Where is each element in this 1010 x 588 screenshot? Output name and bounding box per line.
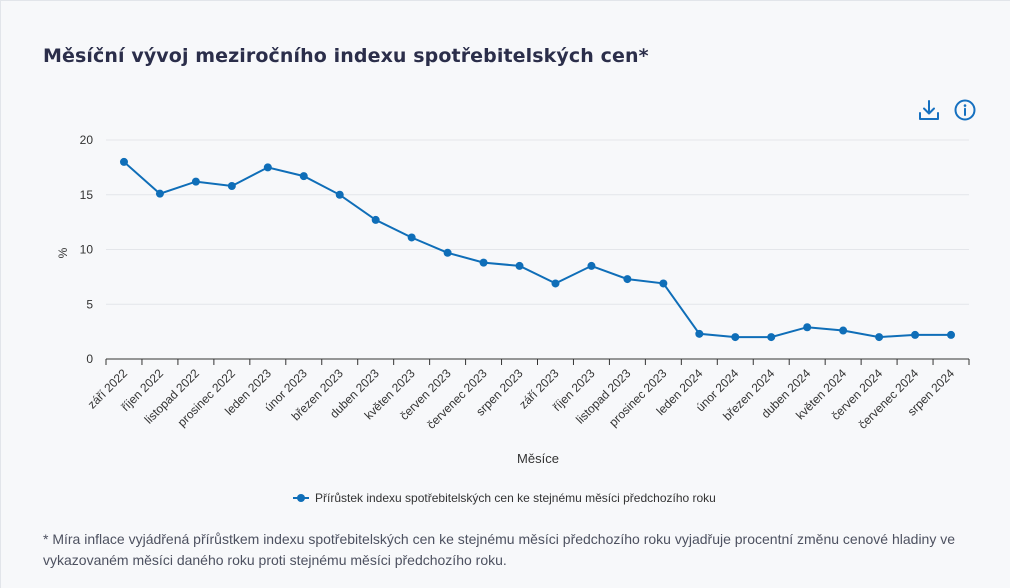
y-tick-label: 5 [86,297,93,311]
legend-label: Přírůstek indexu spotřebitelských cen ke… [315,491,716,505]
y-tick-label: 0 [86,352,93,366]
y-tick-label: 15 [80,188,94,202]
data-point[interactable] [875,333,884,342]
info-icon [954,99,976,121]
download-icon [919,100,939,120]
data-point[interactable] [299,172,308,181]
data-point[interactable] [911,330,920,339]
data-point[interactable] [479,258,488,267]
data-points [119,157,956,342]
data-point[interactable] [767,333,776,342]
info-button[interactable] [952,97,978,123]
grid-lines [106,139,969,305]
data-point[interactable] [155,189,164,198]
series-line [123,161,951,339]
data-point[interactable] [623,275,632,284]
chart-toolbar [916,97,978,123]
data-point[interactable] [191,177,200,186]
data-point[interactable] [515,261,524,270]
y-tick-label: 20 [80,133,94,147]
data-point[interactable] [947,330,956,339]
footnote: * Míra inflace vyjádřená přírůstkem inde… [43,531,956,568]
download-button[interactable] [916,97,942,123]
data-point[interactable] [587,261,596,270]
legend-dot-symbol [297,494,305,502]
data-point[interactable] [695,329,704,338]
data-point[interactable] [443,248,452,257]
data-point[interactable] [371,215,380,224]
data-point[interactable] [407,233,416,242]
data-point[interactable] [731,333,740,342]
y-tick-label: 10 [80,243,94,257]
data-point[interactable] [803,323,812,332]
x-axis-label: Měsíce [517,451,559,466]
legend[interactable]: Přírůstek indexu spotřebitelských cen ke… [293,491,716,505]
y-axis-label: % [56,247,70,258]
data-point[interactable] [839,326,848,335]
chart-title: Měsíční vývoj meziročního indexu spotřeb… [43,45,649,67]
y-axis-ticks: 0 5 10 15 20 [80,133,94,366]
data-point[interactable] [335,190,344,199]
data-point[interactable] [263,163,272,172]
data-point[interactable] [227,181,236,190]
data-point[interactable] [659,279,668,288]
data-point[interactable] [551,279,560,288]
data-point[interactable] [119,157,128,166]
